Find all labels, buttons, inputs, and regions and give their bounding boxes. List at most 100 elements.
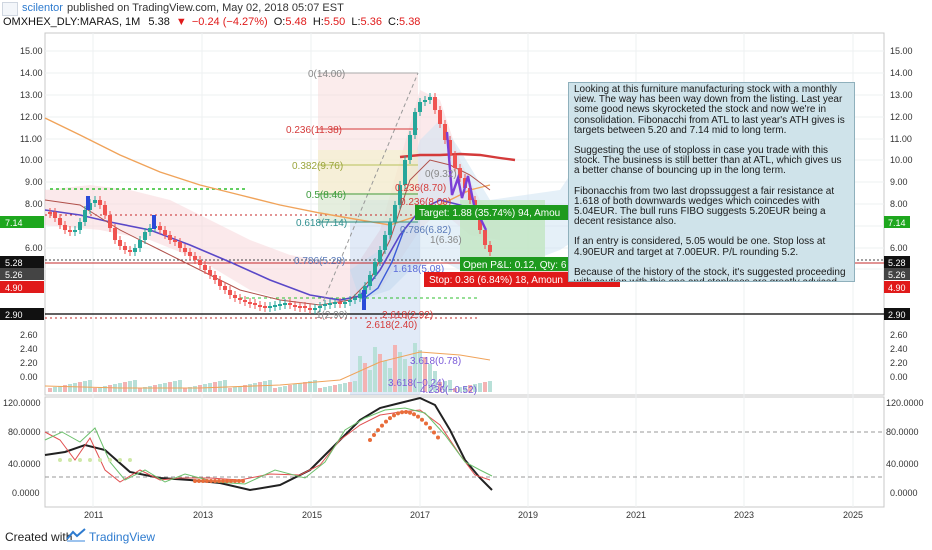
fib-label-neg-0-52: 4.236(−0.52): [420, 385, 477, 396]
candle-body: [113, 228, 117, 240]
volume-bar: [383, 361, 387, 392]
symbol-label[interactable]: OMXHEX_DLY:MARAS, 1M: [3, 16, 141, 28]
tradingview-logo-icon[interactable]: [66, 528, 86, 542]
osc-dot: [193, 479, 197, 483]
fib-label-1: 1(2.90): [316, 310, 348, 321]
right-axis-label: 12.00: [890, 112, 913, 122]
osc-axis-label: 0.0000: [890, 488, 918, 498]
volume-bar: [368, 370, 372, 392]
left-price-badges: 7.14 5.28 5.26 4.90 2.90: [0, 216, 44, 320]
target-label[interactable]: Target: 1.88 (35.74%) 94, Amou: [419, 208, 560, 219]
volume-bar: [228, 388, 232, 392]
badge-5-28: 5.28: [5, 258, 23, 268]
left-axis-label: 14.00: [20, 68, 43, 78]
price-change: −0.24 (−4.27%): [191, 16, 268, 28]
left-axis-label: 6.00: [25, 243, 43, 253]
candle-body: [343, 302, 347, 304]
volume-axis-label: 2.60: [890, 330, 908, 340]
candle-body: [238, 298, 242, 300]
volume-bar: [123, 382, 127, 392]
volume-bar: [108, 385, 112, 392]
volume-bar: [488, 381, 492, 392]
fib-label-8-70: 0.236(8.70): [395, 183, 446, 194]
osc-dot: [241, 479, 245, 483]
oscillator-pane-frame: [44, 396, 885, 508]
fib-label-neg-0-24: 3.618(−0.24): [388, 378, 445, 389]
osc-dot: [404, 410, 408, 415]
osc-dot: [412, 412, 416, 417]
author-link[interactable]: scilentor: [22, 2, 63, 14]
volume-bar: [448, 380, 452, 392]
time-axis-label: 2019: [518, 510, 538, 520]
candle-body: [208, 270, 212, 275]
volume-bar: [398, 352, 402, 392]
volume-bar: [188, 387, 192, 392]
candle-body: [303, 306, 307, 308]
volume-axis-label: 2.40: [890, 344, 908, 354]
volume-bar: [273, 388, 277, 392]
fib-diagonal: [317, 72, 419, 315]
fib-label-0-618: 0.618(7.14): [296, 218, 347, 229]
candle-body: [458, 168, 462, 178]
candle-body: [308, 308, 312, 310]
candle-body: [478, 215, 482, 230]
volume-bar: [308, 381, 312, 392]
volume-ma-line: [44, 351, 491, 389]
close-value: 5.38: [399, 16, 421, 28]
time-axis: 2011 2013 2015 2017 2019 2021 2023 2025: [84, 510, 863, 520]
fib-label-5-08: 1.618(5.08): [393, 264, 444, 275]
candle-body: [373, 262, 377, 275]
high-label: H:: [312, 16, 324, 28]
left-price-axis: 15.00 14.00 13.00 12.00 11.00 10.00 9.00…: [20, 46, 43, 253]
volume-axis-label: 2.20: [890, 358, 908, 368]
candle-body: [408, 135, 412, 160]
osc-dot: [78, 458, 82, 462]
candle-body: [163, 230, 167, 235]
tradingview-link[interactable]: TradingView: [89, 530, 156, 544]
osc-dot: [201, 479, 205, 483]
volume-bar: [363, 363, 367, 392]
osc-dot: [225, 479, 229, 483]
left-axis-label: 13.00: [20, 90, 43, 100]
candle-body: [333, 302, 337, 304]
candle-body: [283, 303, 287, 305]
open-value: 5.48: [285, 16, 307, 28]
candle-body: [483, 230, 487, 245]
volume-bar: [318, 388, 322, 392]
candle-body: [73, 230, 77, 232]
left-axis-label: 12.00: [20, 112, 43, 122]
volume-bar: [218, 381, 222, 392]
last-price: 5.38: [148, 16, 170, 28]
candle-body: [433, 97, 437, 110]
candle-body: [188, 252, 192, 256]
note-paragraph: Looking at this furniture manufacturing …: [574, 84, 845, 136]
volume-bar: [238, 386, 242, 392]
osc-dot: [380, 423, 384, 428]
volume-bar: [373, 347, 377, 392]
candle-body: [228, 290, 232, 295]
low-label: L:: [351, 16, 361, 28]
volume-bar: [423, 357, 427, 392]
volume-bar: [478, 383, 482, 392]
candle-body: [158, 226, 162, 230]
right-axis-label: 11.00: [890, 134, 912, 144]
down-arrow-icon: ▼: [175, 16, 187, 28]
candle-body: [248, 302, 252, 304]
candle-body: [258, 305, 262, 307]
candle-body: [78, 222, 82, 230]
volume-bar: [333, 385, 337, 392]
osc-axis-label: 0.0000: [12, 488, 40, 498]
candle-body: [438, 110, 442, 124]
candle-body-highlight: [86, 196, 90, 210]
time-axis-label: 2025: [843, 510, 863, 520]
osc-dot: [376, 428, 380, 433]
open-label: O:: [273, 16, 286, 28]
volume-bar: [178, 380, 182, 392]
stop-label[interactable]: Stop: 0.36 (6.84%) 18, Amoun: [429, 275, 563, 286]
candle-body: [488, 245, 492, 252]
analysis-note[interactable]: Looking at this furniture manufacturing …: [568, 82, 855, 282]
osc-dot: [68, 458, 72, 462]
volume-bar: [338, 384, 342, 392]
open-pl-label[interactable]: Open P&L: 0.12, Qty: 6: [463, 260, 567, 271]
candle-body: [403, 160, 407, 185]
